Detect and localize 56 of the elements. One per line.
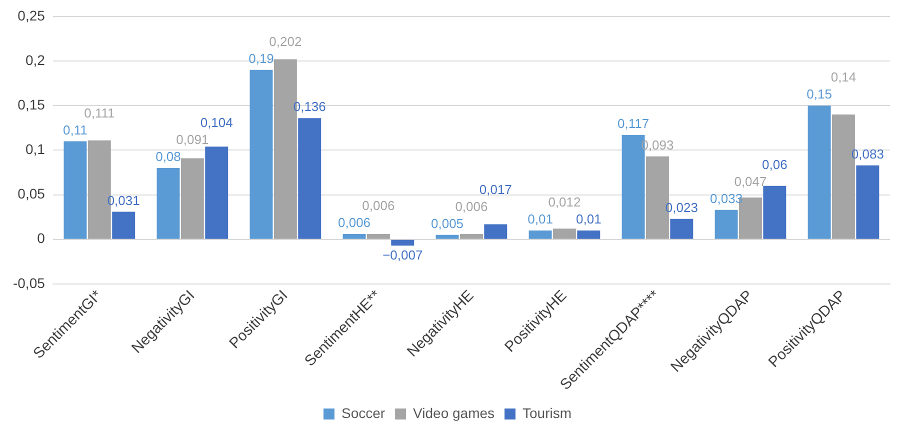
- bar: [112, 212, 136, 239]
- data-label: 0,136: [293, 99, 326, 114]
- bar: [391, 240, 414, 246]
- legend-label: Soccer: [341, 404, 386, 421]
- y-tick-label: 0,25: [18, 7, 46, 24]
- data-label: 0,083: [851, 146, 884, 162]
- y-tick-label: 0,2: [25, 52, 46, 68]
- bar: [298, 118, 322, 239]
- bar: [156, 168, 180, 239]
- bar: [856, 165, 880, 239]
- data-label: 0,023: [665, 200, 698, 215]
- data-label: 0,117: [618, 116, 650, 132]
- y-tick-label: 0,15: [18, 96, 46, 112]
- data-label: 0,19: [248, 50, 274, 66]
- data-label: 0,006: [338, 215, 371, 230]
- data-label: 0,08: [156, 149, 181, 164]
- bar: [366, 234, 390, 239]
- data-label: 0,047: [734, 174, 767, 190]
- data-label: 0,14: [830, 70, 856, 85]
- bar: [342, 234, 366, 239]
- data-label: −0,007: [382, 248, 423, 263]
- y-tick-label: 0,05: [18, 186, 46, 202]
- data-label: 0,005: [431, 216, 464, 231]
- data-label: 0,104: [200, 115, 233, 130]
- data-label: 0,06: [762, 157, 788, 172]
- bar: [577, 230, 600, 239]
- bar: [205, 146, 228, 239]
- data-label: 0,012: [548, 194, 581, 210]
- data-label: 0,01: [576, 212, 602, 227]
- bar: [436, 234, 459, 239]
- data-label: 0,031: [107, 192, 140, 208]
- bar: [460, 234, 483, 239]
- data-label: 0,01: [528, 212, 553, 227]
- data-label: 0,006: [362, 198, 395, 214]
- bar: [484, 224, 508, 239]
- data-label: 0,006: [455, 198, 488, 214]
- bar: [808, 106, 831, 239]
- bar: [714, 210, 738, 239]
- legend-label: Video games: [413, 404, 495, 421]
- bar: [670, 218, 694, 239]
- data-label: 0,091: [176, 132, 209, 148]
- y-tick-label: 0: [37, 230, 46, 246]
- y-tick-label: 0,1: [25, 141, 46, 158]
- data-label: 0,15: [806, 86, 832, 102]
- data-label: 0,017: [479, 182, 512, 197]
- legend-label: Tourism: [522, 404, 572, 421]
- y-tick-label: -0,05: [12, 274, 46, 291]
- data-label: 0,033: [710, 191, 743, 206]
- data-label: 0,111: [84, 105, 115, 120]
- bar: [250, 70, 273, 239]
- bar: [64, 141, 87, 239]
- bar: [528, 230, 552, 239]
- bar: [552, 228, 576, 239]
- data-label: 0,11: [63, 122, 88, 138]
- bar: [180, 158, 204, 239]
- data-label: 0,202: [269, 34, 302, 49]
